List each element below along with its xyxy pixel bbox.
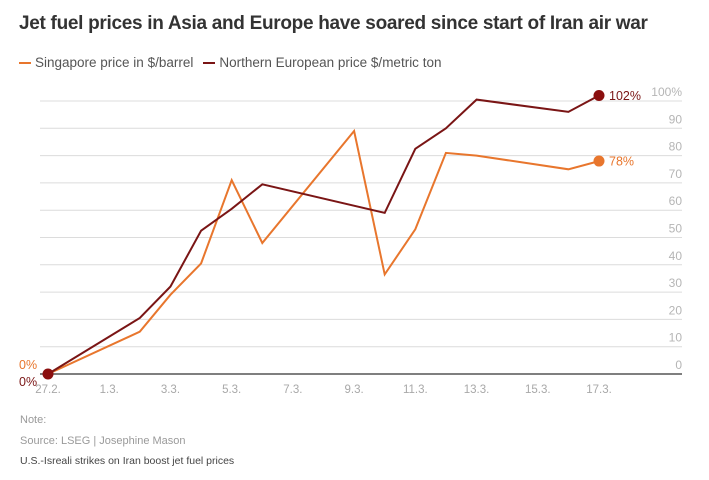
y-tick-label: 80 xyxy=(669,140,683,154)
end-label-singapore: 78% xyxy=(609,155,634,169)
start-label-europe: 0% xyxy=(19,375,37,389)
x-tick-label: 17.3. xyxy=(586,384,612,396)
legend: Singapore price in $/barrel Northern Eur… xyxy=(19,55,451,70)
y-tick-label: 50 xyxy=(669,222,683,236)
y-tick-label: 40 xyxy=(669,249,683,263)
x-tick-label: 3.3. xyxy=(161,384,180,396)
legend-swatch-singapore xyxy=(19,61,31,64)
legend-label-europe: Northern European price $/metric ton xyxy=(219,55,442,70)
x-tick-label: 15.3. xyxy=(525,384,551,396)
y-tick-label: 0 xyxy=(675,358,682,372)
y-tick-label: 20 xyxy=(669,303,683,317)
footer-source: Source: LSEG | Josephine Mason xyxy=(20,435,186,447)
grid xyxy=(40,100,682,348)
y-tick-label: 30 xyxy=(669,276,683,290)
series-labels: 78% 102% 0% 0% xyxy=(19,89,641,389)
end-label-europe: 102% xyxy=(609,89,641,103)
y-tick-label: 70 xyxy=(669,167,683,181)
start-label-singapore: 0% xyxy=(19,358,37,372)
y-axis-ticks: 0 10 20 30 40 50 60 70 80 90 100% xyxy=(651,85,682,372)
legend-swatch-europe xyxy=(203,61,216,64)
y-tick-label: 100% xyxy=(651,85,682,99)
series-markers xyxy=(42,90,605,380)
x-tick-label: 5.3. xyxy=(222,384,241,396)
footer-note: Note: xyxy=(20,414,47,426)
legend-item-singapore: Singapore price in $/barrel xyxy=(19,55,193,70)
x-tick-label: 1.3. xyxy=(100,384,119,396)
end-marker-singapore xyxy=(593,155,605,167)
legend-item-europe: Northern European price $/metric ton xyxy=(203,55,441,70)
x-tick-label: 13.3. xyxy=(464,384,490,396)
x-tick-label: 9.3. xyxy=(345,384,364,396)
x-tick-label: 11.3. xyxy=(403,384,428,396)
chart-title: Jet fuel prices in Asia and Europe have … xyxy=(19,13,648,34)
y-tick-label: 60 xyxy=(669,194,683,208)
end-marker-europe xyxy=(593,90,605,102)
x-tick-label: 27.2. xyxy=(35,384,61,396)
start-marker xyxy=(42,368,54,380)
series-lines xyxy=(47,94,600,375)
footer-caption: U.S.-Isreali strikes on Iran boost jet f… xyxy=(20,455,235,467)
x-tick-label: 7.3. xyxy=(283,384,302,396)
x-axis-ticks: 27.2. 1.3. 3.3. 5.3. 7.3. 9.3. 11.3. 13.3. 15.3.… xyxy=(35,384,612,396)
series-line-europe xyxy=(47,94,600,375)
series-line-singapore xyxy=(47,128,600,375)
y-tick-label: 90 xyxy=(669,112,683,126)
legend-label-singapore: Singapore price in $/barrel xyxy=(35,55,194,70)
y-tick-label: 10 xyxy=(669,331,683,345)
